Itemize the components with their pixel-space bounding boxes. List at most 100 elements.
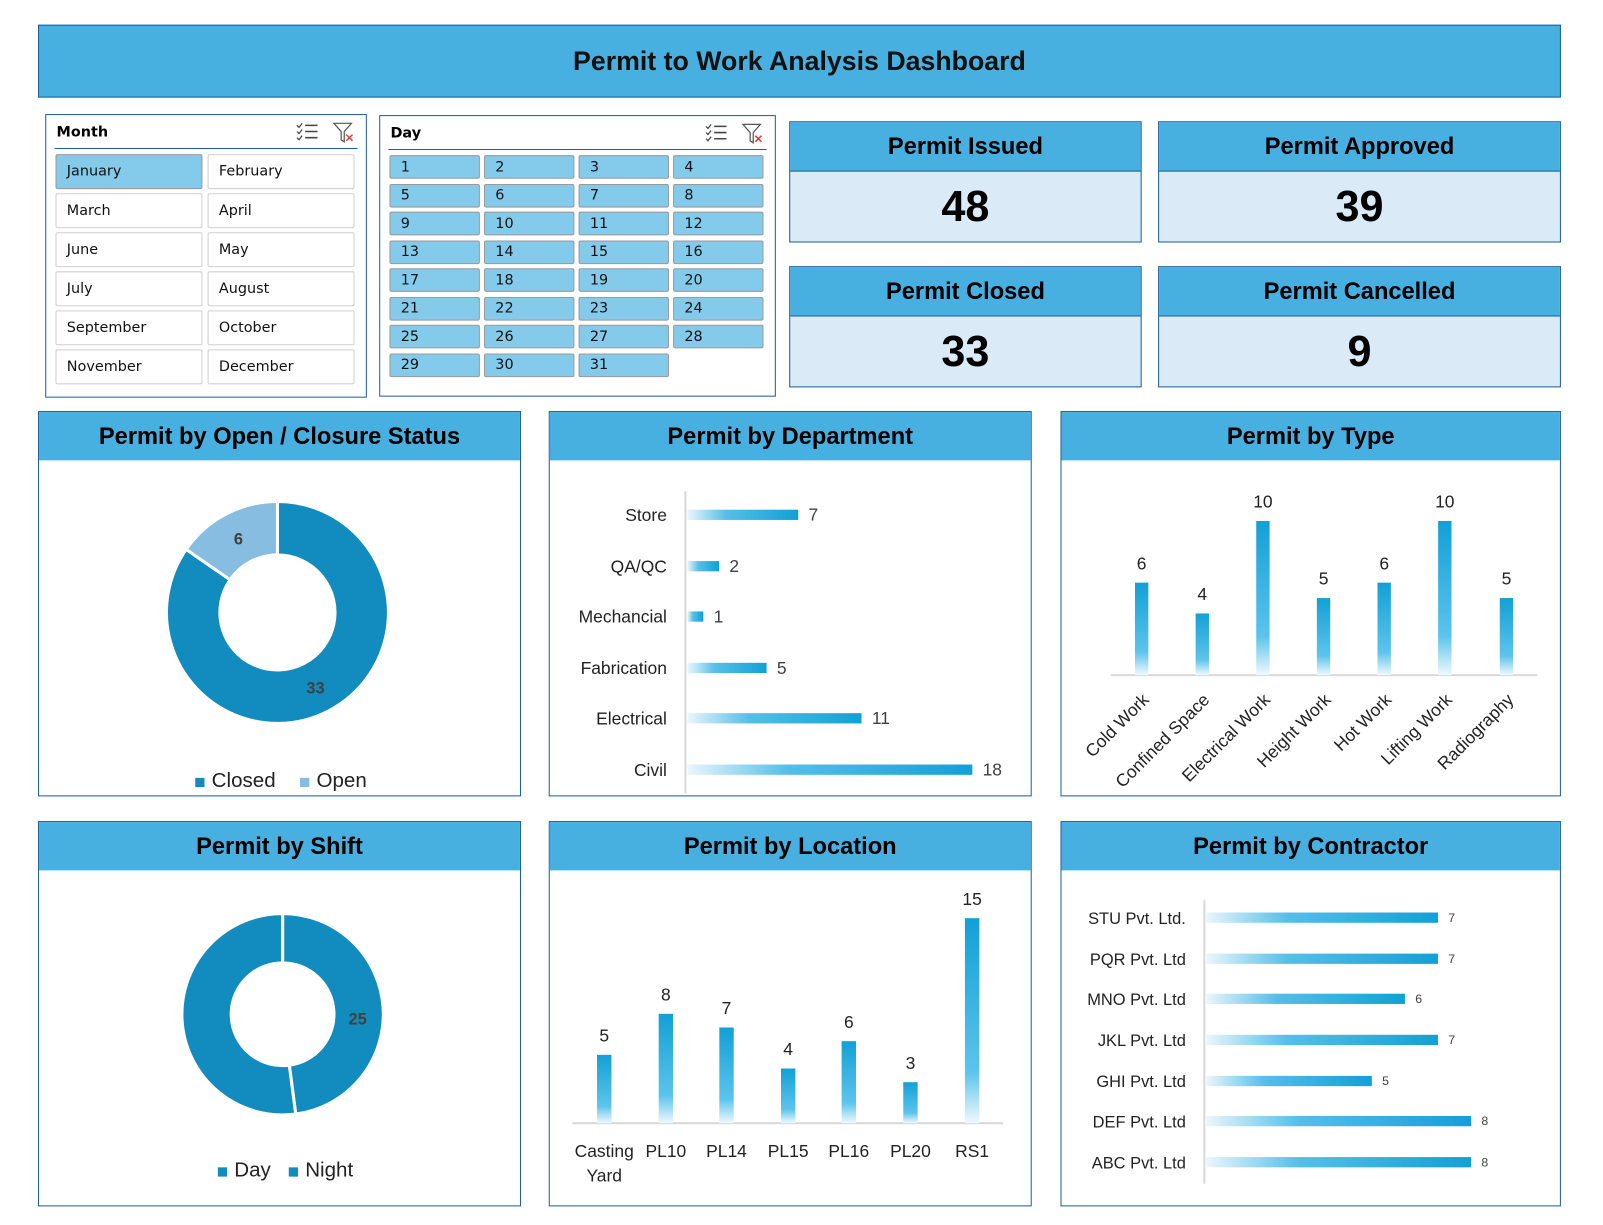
day-item-29[interactable]: 29 [389, 352, 480, 377]
category-label: STU Pvt. Ltd. [1088, 910, 1186, 928]
month-item-may[interactable]: May [207, 232, 355, 268]
data-label: 1 [714, 606, 724, 626]
day-item-13[interactable]: 13 [389, 239, 480, 264]
data-label: 7 [1448, 952, 1455, 966]
category-label: Civil [634, 760, 667, 780]
data-label: 8 [1481, 1114, 1488, 1128]
category-label: GHI Pvt. Ltd [1096, 1073, 1186, 1091]
day-item-8[interactable]: 8 [673, 183, 764, 208]
donut-slice-closed [164, 499, 390, 725]
month-item-august[interactable]: August [207, 271, 355, 307]
legend-label: Night [305, 1159, 353, 1182]
legend-label: Day [234, 1159, 271, 1182]
data-label: 10 [1253, 492, 1273, 512]
data-label: 5 [1502, 569, 1512, 589]
bar-lifting-work [1438, 520, 1452, 676]
bar-pl14 [719, 1027, 734, 1124]
day-item-20[interactable]: 20 [673, 268, 764, 292]
multi-select-icon[interactable] [296, 121, 319, 142]
day-item-18[interactable]: 18 [483, 268, 575, 292]
day-item-1[interactable]: 1 [389, 155, 480, 179]
clear-filter-icon[interactable] [332, 121, 356, 144]
bar-height-work [1316, 598, 1331, 676]
bar-pl10 [658, 1013, 674, 1124]
donut-slice-day [281, 911, 385, 1116]
data-label: 6 [1379, 553, 1389, 573]
bar-pl20 [903, 1082, 918, 1124]
day-item-22[interactable]: 22 [483, 296, 575, 321]
month-item-september[interactable]: September [55, 310, 203, 346]
legend-swatch-open [300, 777, 310, 788]
month-item-october[interactable]: October [207, 310, 355, 346]
category-label: RS1 [955, 1141, 989, 1161]
day-item-19[interactable]: 19 [578, 268, 669, 292]
day-item-16[interactable]: 16 [673, 239, 764, 264]
category-label: PQR Pvt. Ltd [1090, 951, 1186, 969]
kpi-permit-issued: Permit Issued 48 [789, 121, 1142, 243]
bar-def-pvt-ltd [1206, 1115, 1472, 1127]
month-slicer: Month January February March April June May Ju… [45, 114, 367, 398]
chart-title: Permit by Shift [39, 822, 520, 871]
day-item-30[interactable]: 30 [483, 352, 575, 377]
month-item-april[interactable]: April [207, 193, 355, 229]
bar-casting-yard [597, 1054, 612, 1124]
day-item-10[interactable]: 10 [483, 211, 575, 236]
category-label: Mechancial [579, 607, 667, 627]
month-item-february[interactable]: February [207, 154, 355, 190]
data-label: 8 [1481, 1155, 1488, 1169]
day-item-24[interactable]: 24 [673, 296, 764, 321]
chart-title: Permit by Open / Closure Status [39, 412, 520, 461]
month-item-december[interactable]: December [207, 349, 355, 385]
day-item-3[interactable]: 3 [578, 155, 669, 179]
day-item-26[interactable]: 26 [483, 324, 575, 349]
data-label: 6 [1137, 553, 1147, 573]
day-item-5[interactable]: 5 [389, 183, 480, 208]
month-item-july[interactable]: July [55, 271, 203, 307]
month-item-november[interactable]: November [55, 349, 203, 385]
day-item-7[interactable]: 7 [578, 183, 669, 208]
chart-title: Permit by Location [549, 822, 1031, 871]
day-item-2[interactable]: 2 [483, 155, 575, 179]
multi-select-icon[interactable] [705, 122, 728, 143]
data-label: 8 [661, 984, 671, 1004]
bar-confined-space [1195, 613, 1209, 676]
bar-pl16 [841, 1041, 856, 1124]
shift-chart-panel: Permit by Shift [38, 821, 521, 1207]
day-item-14[interactable]: 14 [483, 239, 575, 264]
dashboard-title: Permit to Work Analysis Dashboard [38, 24, 1561, 98]
day-item-6[interactable]: 6 [483, 183, 575, 208]
category-label: Store [625, 505, 667, 525]
kpi-value: 48 [941, 181, 990, 231]
kpi-value: 39 [1335, 181, 1384, 231]
day-item-12[interactable]: 12 [673, 211, 764, 236]
category-label: PL14 [706, 1141, 747, 1161]
data-label: 4 [1197, 584, 1207, 604]
category-label: Casting [575, 1141, 634, 1161]
month-item-june[interactable]: June [55, 232, 203, 268]
day-item-28[interactable]: 28 [673, 324, 764, 349]
kpi-permit-cancelled: Permit Cancelled 9 [1158, 266, 1561, 388]
day-item-15[interactable]: 15 [578, 239, 669, 264]
month-item-march[interactable]: March [55, 193, 203, 229]
day-item-17[interactable]: 17 [389, 268, 480, 292]
day-item-23[interactable]: 23 [578, 296, 669, 321]
day-item-11[interactable]: 11 [578, 211, 669, 236]
bar-ghi-pvt-ltd [1206, 1075, 1372, 1087]
day-item-27[interactable]: 27 [578, 324, 669, 349]
data-label: 11 [872, 708, 890, 728]
day-slicer: Day 1 2 3 4 5 6 7 8 9 10 11 12 13 14 15 16 17 18 19 20 21 22 2… [379, 115, 776, 397]
kpi-label: Permit Issued [790, 122, 1141, 172]
day-item-9[interactable]: 9 [389, 211, 480, 236]
bar-electrical [687, 713, 862, 724]
day-item-4[interactable]: 4 [673, 155, 764, 179]
donut-slice-night [180, 911, 298, 1117]
category-label: QA/QC [611, 556, 667, 576]
category-label: PL20 [890, 1141, 931, 1161]
day-item-31[interactable]: 31 [578, 352, 669, 377]
bar-jkl-pvt-ltd [1206, 1034, 1439, 1046]
month-item-january[interactable]: January [55, 154, 203, 190]
day-item-21[interactable]: 21 [389, 296, 480, 321]
day-item-25[interactable]: 25 [389, 324, 480, 349]
clear-filter-icon[interactable] [741, 122, 765, 145]
month-slicer-title: Month [56, 124, 109, 141]
